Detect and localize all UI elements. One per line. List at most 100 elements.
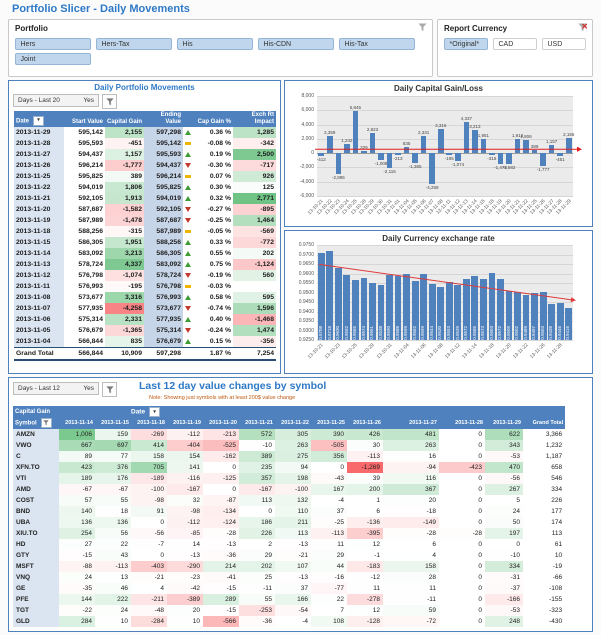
bar xyxy=(514,139,521,154)
capital-gain-loss-chart-panel: Daily Capital Gain/Loss 8,000 6,000 4,000 2… xyxy=(284,80,593,227)
bar-value-label: -4,258 xyxy=(425,184,439,190)
exch-rt-impact-cell: 125 xyxy=(233,181,276,193)
value-cell: 11 xyxy=(383,583,439,594)
slicer-item-his-cdn[interactable]: His-CDN xyxy=(257,37,334,50)
filter-icon[interactable] xyxy=(102,382,117,397)
bar-value-label: 3,316 xyxy=(435,123,447,129)
date-column-header: 2013-11-27 xyxy=(383,417,439,429)
value-cell: 1 xyxy=(347,495,383,506)
exch-rt-impact-cell: 1,474 xyxy=(233,324,276,336)
capital-gain-cell: 1,913 xyxy=(105,192,144,204)
slicer-item--original-[interactable]: *Original* xyxy=(443,37,488,50)
start-value-cell: 596,214 xyxy=(78,161,103,169)
value-cell: 158 xyxy=(131,451,167,462)
bar-value-label: 0.9599 xyxy=(404,326,409,340)
bar-value-label: 1,806 xyxy=(520,134,532,140)
grand-total-row: Grand Total 566,844 10,909 597,298 1.87 % 7,2… xyxy=(14,346,276,361)
days-last-12-slicer-value[interactable]: Days - Last 12 Yes xyxy=(13,382,99,395)
value-cell: 113 xyxy=(239,495,275,506)
value-cell: -505 xyxy=(311,440,347,451)
start-value-cell: 576,798 xyxy=(78,271,103,279)
value-cell: -4 xyxy=(311,495,347,506)
bar-value-label: 1,157 xyxy=(546,138,558,144)
bar-value-label: 0.9497 xyxy=(532,326,537,340)
symbol-filter-icon[interactable] xyxy=(40,418,52,428)
clear-filter-icon[interactable] xyxy=(418,23,427,34)
bar: 0.9574 xyxy=(360,278,368,340)
cap-gain-pct-cell: 0.19 % xyxy=(183,149,233,160)
start-value-cell: 573,677 xyxy=(78,293,103,301)
start-value-cell: 595,825 xyxy=(78,172,103,180)
bar xyxy=(565,137,572,154)
value-cell: 13 xyxy=(95,572,131,583)
movements-panel-title: Daily Portfolio Movements xyxy=(94,83,195,92)
row-total-cell: -155 xyxy=(549,596,563,603)
slicer-item-his-tax[interactable]: His-Tax xyxy=(338,37,415,50)
y-axis-tick-label: 0.9300 xyxy=(298,327,314,334)
value-cell: 55 xyxy=(95,495,131,506)
symbol-cell: BND xyxy=(13,506,59,517)
symbol-changes-note: Note: Showing just symbols with at least… xyxy=(149,395,296,401)
value-cell: 0 xyxy=(232,464,236,471)
bar: 0.9586 xyxy=(471,276,479,340)
start-value-cell: 595,593 xyxy=(78,139,103,147)
value-cell: 0 xyxy=(478,475,482,482)
value-cell: 200 xyxy=(347,484,383,495)
value-cell: 705 xyxy=(131,462,167,473)
clear-filter-icon[interactable] xyxy=(578,23,588,34)
symbol-changes-table: Capital Gain Date ▾ Symbol 2013-11-14 2013-11… xyxy=(13,406,566,627)
trend-dash-icon xyxy=(185,230,191,233)
symbol-cell: VWO xyxy=(13,440,59,451)
date-cell: 2013-11-15 xyxy=(14,236,64,248)
y-axis-tick-label: 6,000 xyxy=(301,107,314,114)
symbol-row: GE -35 46 4 -42 -15 -11 37 -77 11 11 0 -37 -108 xyxy=(13,583,565,594)
capital-gain-cell: 4,337 xyxy=(105,258,144,270)
slicer-item-hers[interactable]: Hers xyxy=(14,37,91,50)
value-cell: 44 xyxy=(311,561,347,572)
cap-gain-pct-value: 0.32 % xyxy=(209,194,231,202)
filter-icon[interactable] xyxy=(102,94,117,109)
value-cell: -284 xyxy=(131,616,167,627)
bar xyxy=(446,153,453,155)
value-cell: -41 xyxy=(203,572,239,583)
bar-value-label: 0.9539 xyxy=(455,326,460,340)
value-cell: -23 xyxy=(167,572,203,583)
bar-value-label: 0.9572 xyxy=(498,326,503,340)
bar-value-label: 0.9565 xyxy=(353,326,358,340)
movement-row: 2013-11-18 588,256 -315 587,989 -0.05 % -569 xyxy=(14,225,276,237)
column-header-date[interactable]: Date ▾ xyxy=(14,111,64,127)
bar: 0.9718 xyxy=(326,251,334,340)
bar: 0.9572 xyxy=(497,278,504,340)
slicer-item-his[interactable]: His xyxy=(176,37,253,50)
value-cell: 4 xyxy=(383,550,439,561)
date-cell: 2013-11-04 xyxy=(14,335,64,348)
cap-gain-pct-value: -0.27 % xyxy=(207,205,231,213)
gridline xyxy=(317,196,573,197)
value-cell: 367 xyxy=(383,484,439,495)
bar xyxy=(506,153,512,165)
capital-gain-cell: 1,806 xyxy=(105,181,144,193)
trend-down-icon xyxy=(185,206,191,212)
value-cell: 6 xyxy=(383,539,439,550)
gridline xyxy=(317,110,573,112)
capital-gain-cell: -315 xyxy=(105,225,144,237)
date-column-header: 2013-11-21 xyxy=(239,417,275,429)
value-cell: 0 xyxy=(160,519,164,526)
value-cell: -13 xyxy=(275,539,311,550)
value-cell: 37 xyxy=(275,583,311,594)
ending-value-cell: 575,314 xyxy=(144,324,183,336)
bar xyxy=(455,153,461,161)
date-dropdown-icon[interactable]: ▾ xyxy=(149,406,161,417)
value-cell: 0 xyxy=(232,486,236,493)
slicer-item-joint[interactable]: Joint xyxy=(14,52,91,65)
days-last-20-slicer-value[interactable]: Days - Last 20 Yes xyxy=(13,94,99,107)
date-sort-filter-icon[interactable]: ▾ xyxy=(33,115,45,126)
value-cell: -213 xyxy=(203,429,239,440)
slicer-item-hers-tax[interactable]: Hers-Tax xyxy=(95,37,172,50)
value-cell: -149 xyxy=(383,517,439,528)
value-cell: 89 xyxy=(59,451,95,462)
slicer-item-usd[interactable]: USD xyxy=(541,37,586,50)
value-cell: 10 xyxy=(95,616,131,627)
value-cell: -525 xyxy=(203,440,239,451)
slicer-item-cad[interactable]: CAD xyxy=(492,37,537,50)
